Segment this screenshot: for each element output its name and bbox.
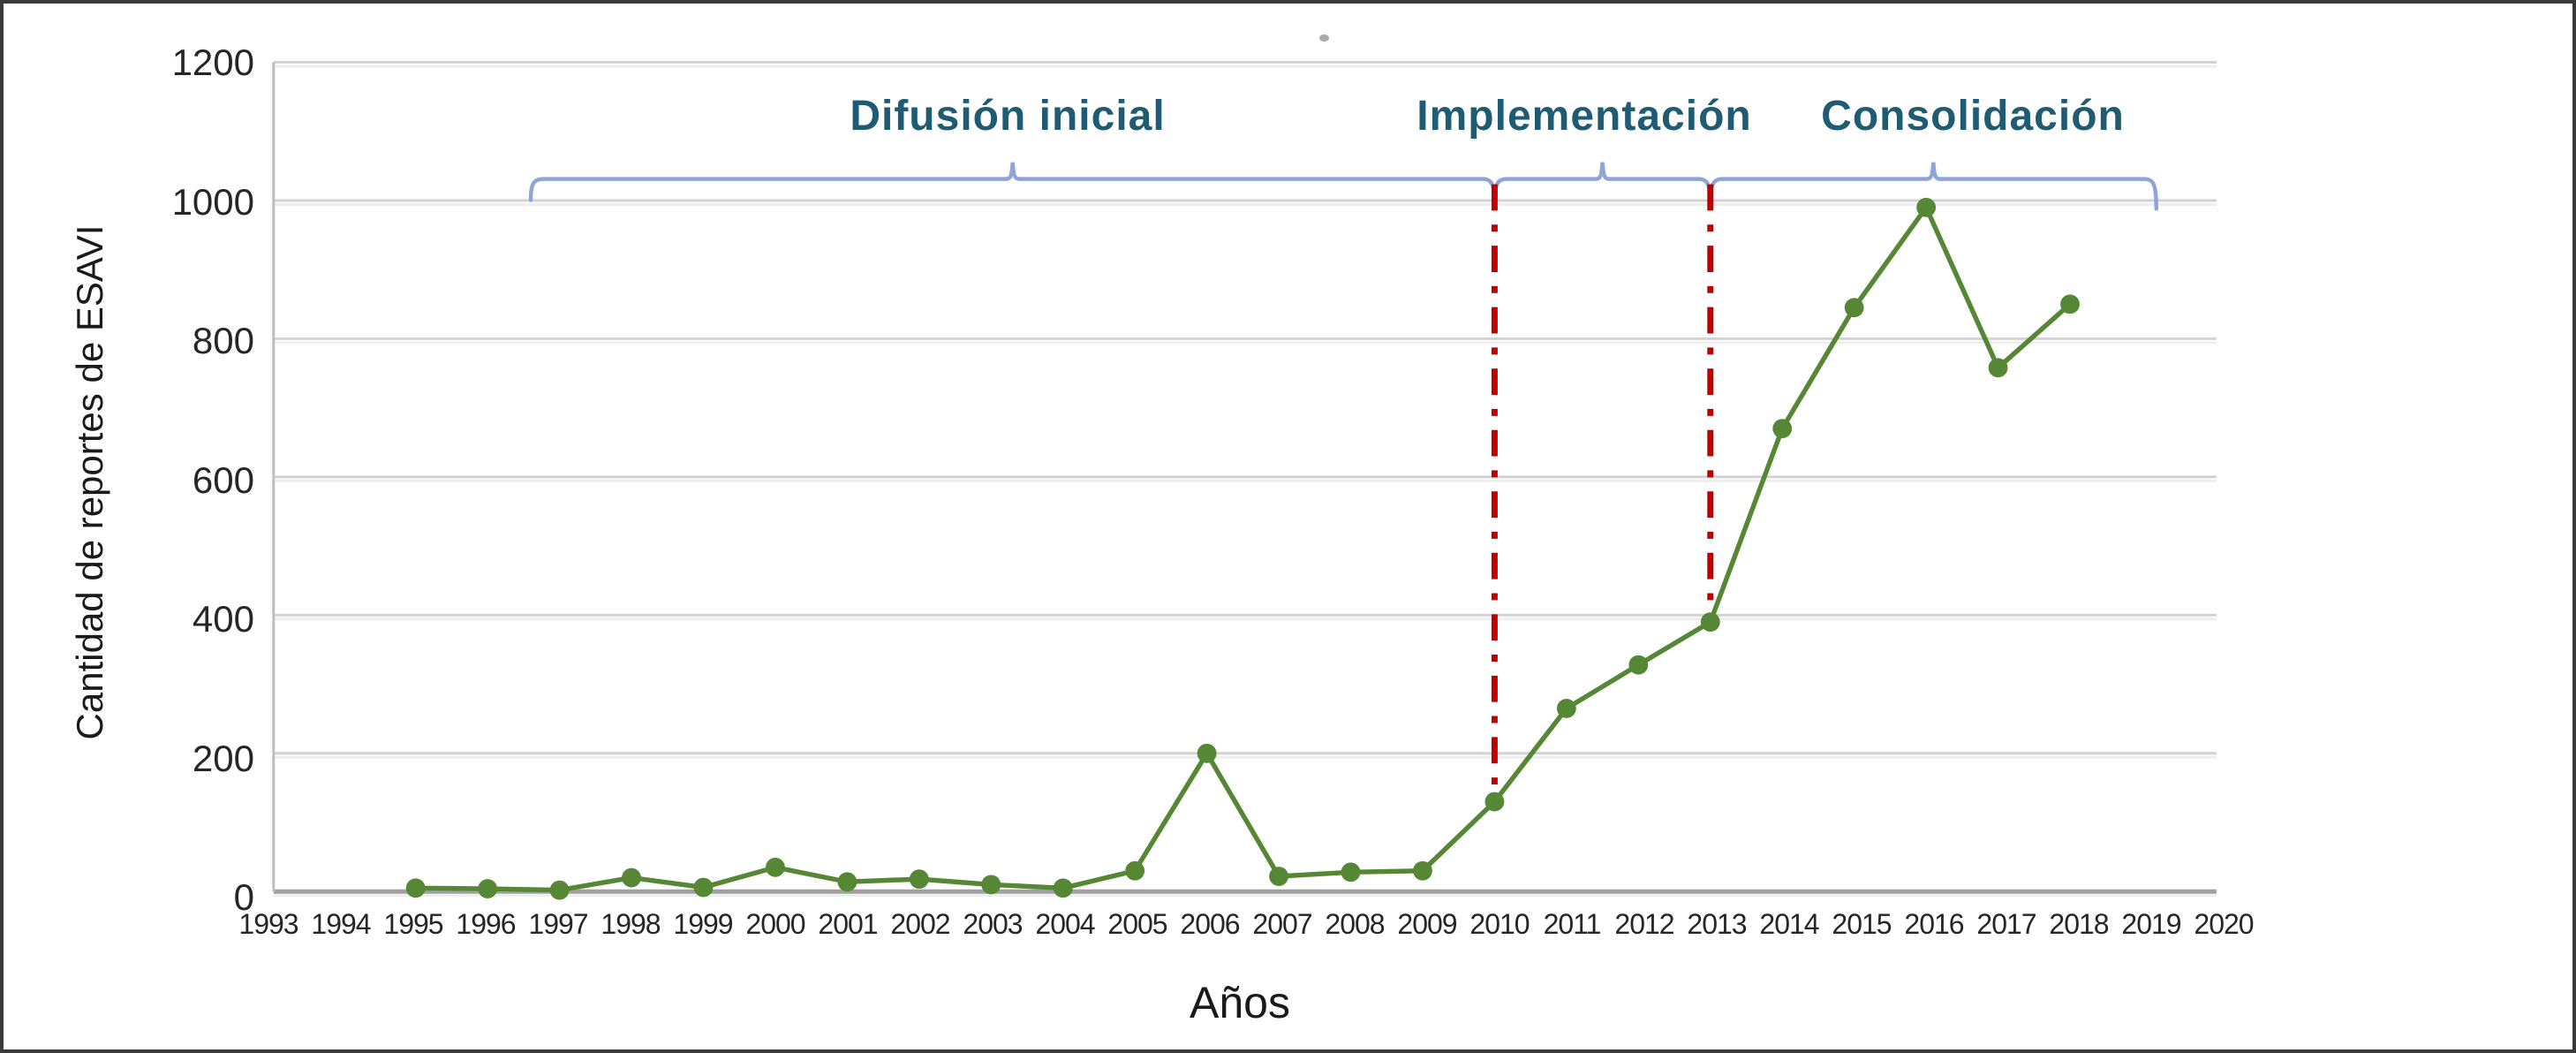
x-tick-label: 2007 — [1252, 908, 1312, 940]
x-tick-label: 2006 — [1180, 908, 1240, 940]
screenshot-artifact-dot — [1319, 34, 1329, 42]
x-tick-label: 2016 — [1904, 908, 1964, 940]
x-tick-label: 2020 — [2194, 908, 2254, 940]
x-tick-label: 1994 — [311, 908, 371, 940]
phase-brace — [1708, 162, 2158, 211]
data-point-marker — [2060, 294, 2080, 314]
x-tick-label: 1997 — [528, 908, 588, 940]
y-tick-label: 1000 — [171, 180, 254, 223]
x-tick-label: 1999 — [673, 908, 733, 940]
data-point-marker — [549, 880, 570, 900]
x-tick-label: 1993 — [238, 908, 298, 940]
y-axis-title: Cantidad de reportes de ESAVI — [69, 224, 110, 740]
data-point-marker — [1269, 867, 1288, 886]
y-tick-label: 400 — [192, 598, 254, 640]
x-tick-label: 2011 — [1543, 908, 1602, 940]
data-point-marker — [478, 879, 498, 899]
data-point-marker — [1700, 612, 1720, 633]
data-point-marker — [909, 869, 929, 890]
x-tick-label: 1995 — [383, 908, 443, 940]
x-tick-label: 2009 — [1397, 908, 1457, 940]
x-axis-title: Años — [1190, 978, 1290, 1027]
y-tick-label: 0 — [233, 876, 254, 918]
x-tick-label: 2002 — [890, 908, 950, 940]
data-point-marker — [1197, 743, 1217, 763]
data-point-marker — [837, 872, 857, 892]
data-point-marker — [1628, 655, 1649, 675]
phase-label-implementacion: Implementación — [1416, 93, 1752, 140]
x-tick-label: 2019 — [2121, 908, 2181, 940]
x-tick-label: 2018 — [2049, 908, 2109, 940]
x-tick-label: 2012 — [1614, 908, 1674, 940]
x-tick-label: 2004 — [1035, 908, 1095, 940]
data-point-marker — [1413, 860, 1432, 881]
y-tick-label: 600 — [192, 458, 254, 501]
data-point-marker — [1125, 860, 1145, 881]
data-point-marker — [1772, 419, 1793, 439]
phase-brace — [528, 162, 1497, 206]
x-tick-label: 1996 — [456, 908, 516, 940]
data-point-marker — [405, 878, 426, 898]
x-tick-label: 2010 — [1469, 908, 1530, 940]
x-tick-label: 2005 — [1107, 908, 1167, 940]
x-tick-label: 2014 — [1759, 908, 1819, 940]
x-tick-label: 2017 — [1976, 908, 2036, 940]
data-point-marker — [1916, 197, 1937, 217]
x-tick-label: 2008 — [1325, 908, 1385, 940]
data-point-marker — [1988, 358, 2008, 378]
y-tick-label: 1200 — [171, 42, 254, 83]
data-point-marker — [1053, 878, 1073, 898]
data-point-marker — [1844, 298, 1864, 318]
data-point-marker — [765, 857, 785, 877]
chart-plot-area — [272, 61, 2217, 900]
phase-brace — [1492, 162, 1713, 206]
x-tick-label: 2000 — [745, 908, 805, 940]
data-point-marker — [1556, 698, 1576, 718]
x-tick-label: 2001 — [818, 908, 878, 940]
x-tick-label: 2003 — [963, 908, 1023, 940]
data-point-marker — [693, 877, 714, 898]
phase-label-consolidacion: Consolidación — [1821, 93, 2125, 140]
x-tick-label: 1998 — [601, 908, 661, 940]
phase-label-difusion-inicial: Difusión inicial — [850, 93, 1166, 140]
y-tick-label: 200 — [192, 737, 254, 779]
y-tick-label: 800 — [192, 320, 254, 361]
data-point-marker — [622, 867, 641, 888]
x-tick-label: 2015 — [1832, 908, 1892, 940]
data-point-marker — [1341, 862, 1361, 883]
x-tick-label: 2013 — [1687, 908, 1747, 940]
data-point-marker — [1484, 792, 1505, 812]
esavi-series-line — [412, 205, 2073, 893]
data-point-marker — [981, 875, 1001, 895]
